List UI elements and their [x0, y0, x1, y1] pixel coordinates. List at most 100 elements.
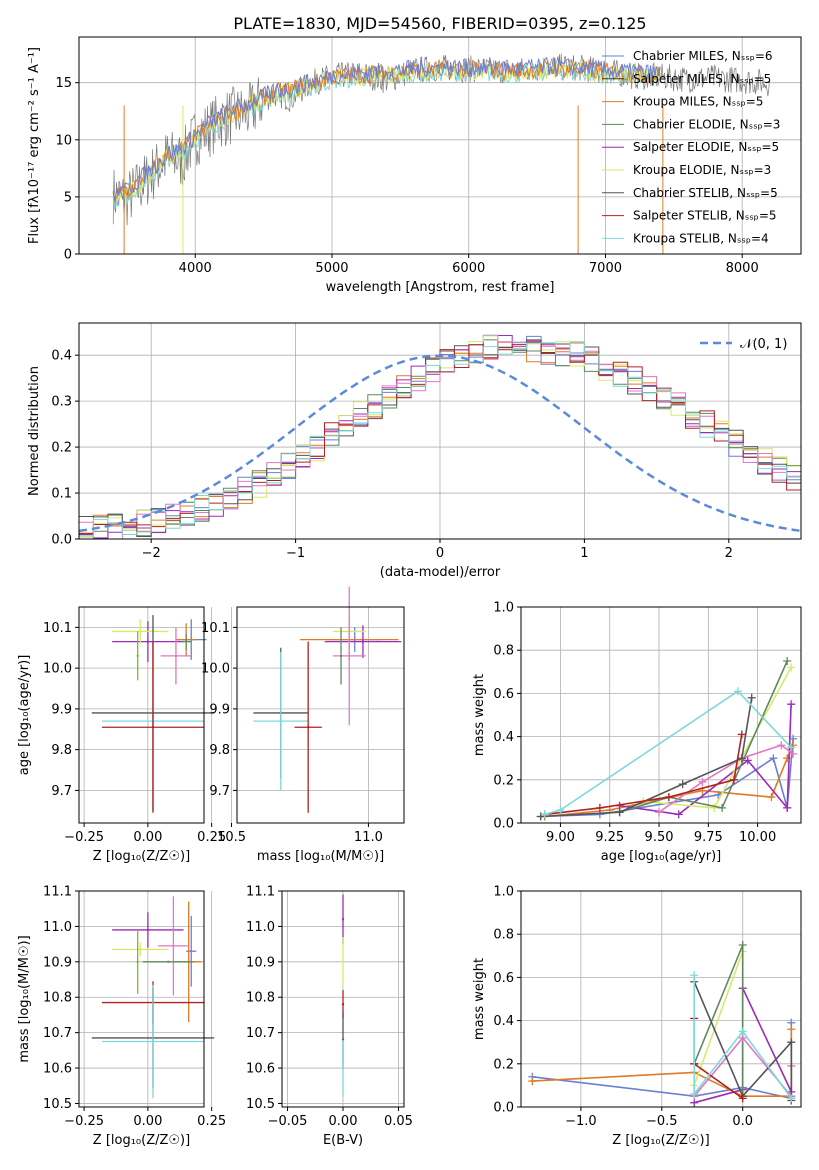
series-marker: [690, 971, 699, 980]
x-tick-label: 0.0: [732, 1114, 753, 1129]
x-tick-label: −0.5: [646, 1114, 678, 1129]
x-tick-label: −1: [286, 546, 305, 561]
x-tick-label: 8000: [726, 261, 759, 276]
y-axis-label: mass [log₁₀(M/M☉)]: [17, 935, 32, 1062]
figure-title: PLATE=1830, MJD=54560, FIBERID=0395, z=0…: [233, 14, 646, 33]
x-axis-label: age [log₁₀(age/yr)]: [601, 849, 722, 864]
x-tick-label: 0.00: [133, 1114, 162, 1129]
data-point: [139, 948, 142, 951]
y-tick-label: 10.8: [43, 991, 72, 1006]
series-marker: [767, 793, 776, 802]
series-marker: [738, 941, 747, 949]
x-tick-label: 6000: [452, 261, 485, 276]
data-point: [348, 654, 351, 658]
data-point: [341, 1003, 345, 1006]
y-tick-label: 9.8: [51, 743, 72, 758]
y-tick-label: 0: [64, 248, 72, 263]
series-marker: [737, 730, 746, 739]
series-marker: [540, 810, 549, 819]
data-point: [151, 1040, 155, 1043]
y-axis-label: mass weight: [472, 674, 487, 756]
x-tick-label: 0.05: [384, 1114, 413, 1129]
data-point: [184, 640, 188, 643]
x-tick-label: −0.25: [64, 830, 104, 845]
x-tick-label: −0.25: [64, 1114, 104, 1129]
axes-frame: [520, 606, 802, 824]
series-marker: [528, 1077, 537, 1086]
legend-entry: 𝒩(0, 1): [740, 337, 787, 352]
legend-entry: Salpeter STELIB, Nₛₛₚ=5: [633, 209, 777, 223]
series-marker: [738, 1094, 747, 1103]
legend-entry: Salpeter MILES, Nₛₛₚ=5: [633, 72, 771, 86]
y-tick-label: 11.1: [43, 885, 72, 900]
x-axis-label: wavelength [Angstrom, rest frame]: [326, 280, 555, 295]
series-marker: [783, 657, 792, 665]
y-axis-label: mass weight: [472, 958, 487, 1040]
data-point: [190, 949, 193, 953]
data-point: [136, 654, 139, 658]
series-marker: [787, 1094, 796, 1103]
series-marker: [743, 756, 752, 765]
legend-entry: Kroupa MILES, Nₛₛₚ=5: [633, 95, 763, 109]
y-tick-label: 0.2: [493, 1057, 514, 1072]
x-tick-label: 0.25: [197, 1114, 226, 1129]
y-tick-label: 0.6: [493, 687, 514, 702]
series-marker: [556, 806, 565, 815]
series-marker: [710, 803, 719, 812]
series-marker: [690, 1090, 699, 1099]
x-tick-label: −0.05: [268, 1114, 308, 1129]
series-line: [693, 981, 793, 1101]
histogram-step-line: [79, 341, 801, 535]
x-tick-label: 2: [725, 546, 733, 561]
y-tick-label: 0.4: [493, 730, 514, 745]
series-marker: [737, 754, 746, 763]
data-point: [174, 654, 178, 658]
legend-entry: Kroupa ELODIE, Nₛₛₚ=3: [633, 163, 771, 177]
y-tick-label: 11.0: [43, 920, 72, 935]
x-tick-label: 5000: [315, 261, 348, 276]
x-tick-label: 9.75: [694, 830, 723, 845]
y-tick-label: 0.0: [51, 533, 72, 548]
x-tick-label: −2: [142, 546, 161, 561]
x-tick-label: 9.00: [546, 830, 575, 845]
data-point: [341, 960, 345, 964]
y-tick-label: 10.7: [246, 1026, 275, 1041]
x-tick-label: 7000: [589, 261, 622, 276]
y-tick-label: 0.8: [493, 644, 514, 659]
y-tick-label: 10.7: [43, 1026, 72, 1041]
data-point: [146, 640, 150, 643]
data-point: [172, 944, 175, 948]
y-tick-label: 0.6: [493, 971, 514, 986]
series-line: [693, 975, 792, 1099]
series-line: [619, 660, 788, 813]
y-tick-label: 10.1: [43, 621, 72, 636]
y-tick-label: 1.0: [493, 885, 514, 900]
series-marker: [738, 1027, 747, 1036]
y-tick-label: 10.9: [43, 955, 72, 970]
spectrum-model-line: [112, 56, 661, 201]
legend-entry: Chabrier MILES, Nₛₛₚ=6: [633, 49, 773, 63]
y-tick-label: 9.7: [209, 784, 230, 799]
y-tick-label: 9.7: [51, 784, 72, 799]
y-tick-label: 11.1: [246, 885, 275, 900]
series-marker: [787, 1038, 796, 1047]
x-tick-label: 9.50: [645, 830, 674, 845]
y-tick-label: 0.0: [493, 817, 514, 832]
y-tick-label: 10.6: [43, 1062, 72, 1077]
data-point: [139, 630, 142, 633]
legend-entry: Chabrier ELODIE, Nₛₛₚ=3: [633, 117, 780, 131]
series-marker: [783, 803, 792, 812]
series-marker: [615, 808, 624, 817]
series-marker: [787, 1025, 796, 1034]
y-tick-label: 15: [55, 76, 72, 91]
x-axis-label: mass [log₁₀(M/M☉)]: [257, 849, 384, 864]
y-tick-label: 10.8: [246, 991, 275, 1006]
series-marker: [678, 780, 687, 789]
series-marker: [787, 663, 796, 672]
y-tick-label: 0.2: [51, 441, 72, 456]
y-tick-label: 10.0: [201, 662, 230, 677]
x-axis-label: (data-model)/error: [380, 565, 501, 580]
x-tick-label: 1: [580, 546, 588, 561]
y-tick-label: 0.0: [493, 1101, 514, 1116]
